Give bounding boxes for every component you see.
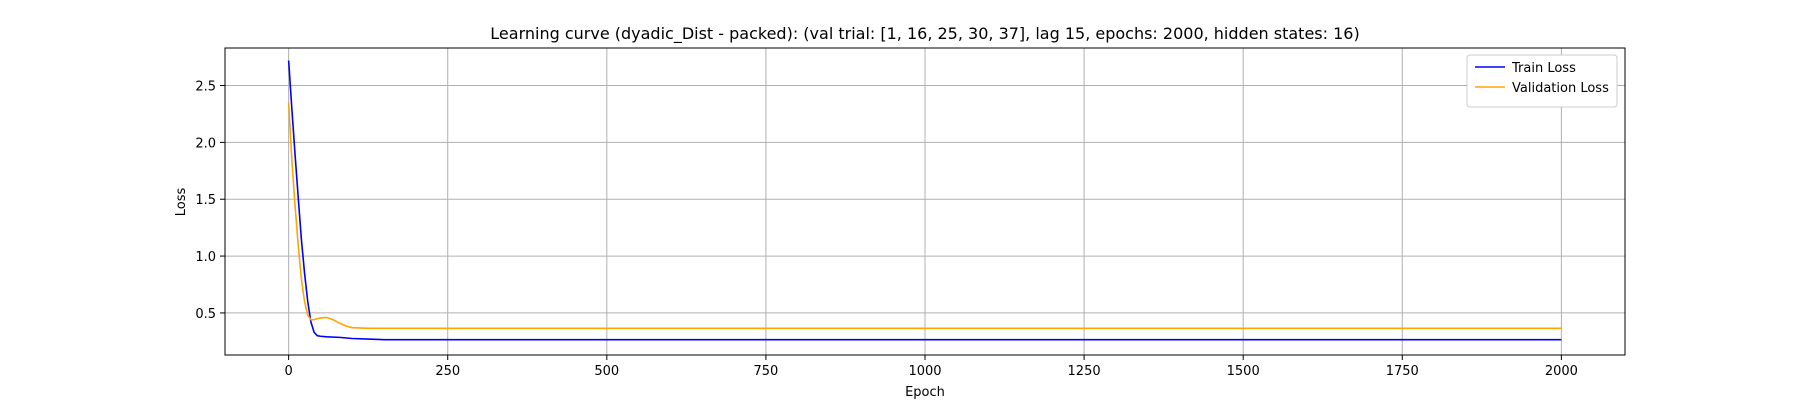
legend-label-train-loss: Train Loss [1511,61,1576,76]
y-tick-label: 0.5 [195,307,216,322]
x-tick-label: 1000 [908,364,941,379]
x-tick-label: 2000 [1545,364,1578,379]
x-tick-label: 1250 [1068,364,1101,379]
y-axis-title: Loss [174,188,189,217]
chart-title: Learning curve (dyadic_Dist - packed): (… [490,24,1359,44]
x-axis-title: Epoch [905,385,945,400]
y-tick-label: 1.0 [195,250,216,265]
train-loss-line [287,60,1562,341]
y-tick-label: 2.0 [195,136,216,151]
x-tick-label: 500 [594,364,619,379]
y-tick-label: 2.5 [195,80,216,95]
x-tick-label: 1500 [1227,364,1260,379]
x-tick-label: 250 [435,364,460,379]
x-tick-label: 0 [284,364,292,379]
legend-box [1466,54,1618,108]
legend: Train Loss Validation Loss [1466,54,1618,108]
legend-label-validation-loss: Validation Loss [1512,81,1609,96]
validation-loss-line [287,102,1562,330]
y-tick-label: 1.5 [195,193,216,208]
x-tick-label: 1750 [1386,364,1419,379]
x-tick-label: 750 [753,364,778,379]
series-layer [287,60,1562,341]
axes: 0 250 500 750 1000 1250 1500 1750 2000 0.5 1.0 1.5 2… [195,80,1578,379]
